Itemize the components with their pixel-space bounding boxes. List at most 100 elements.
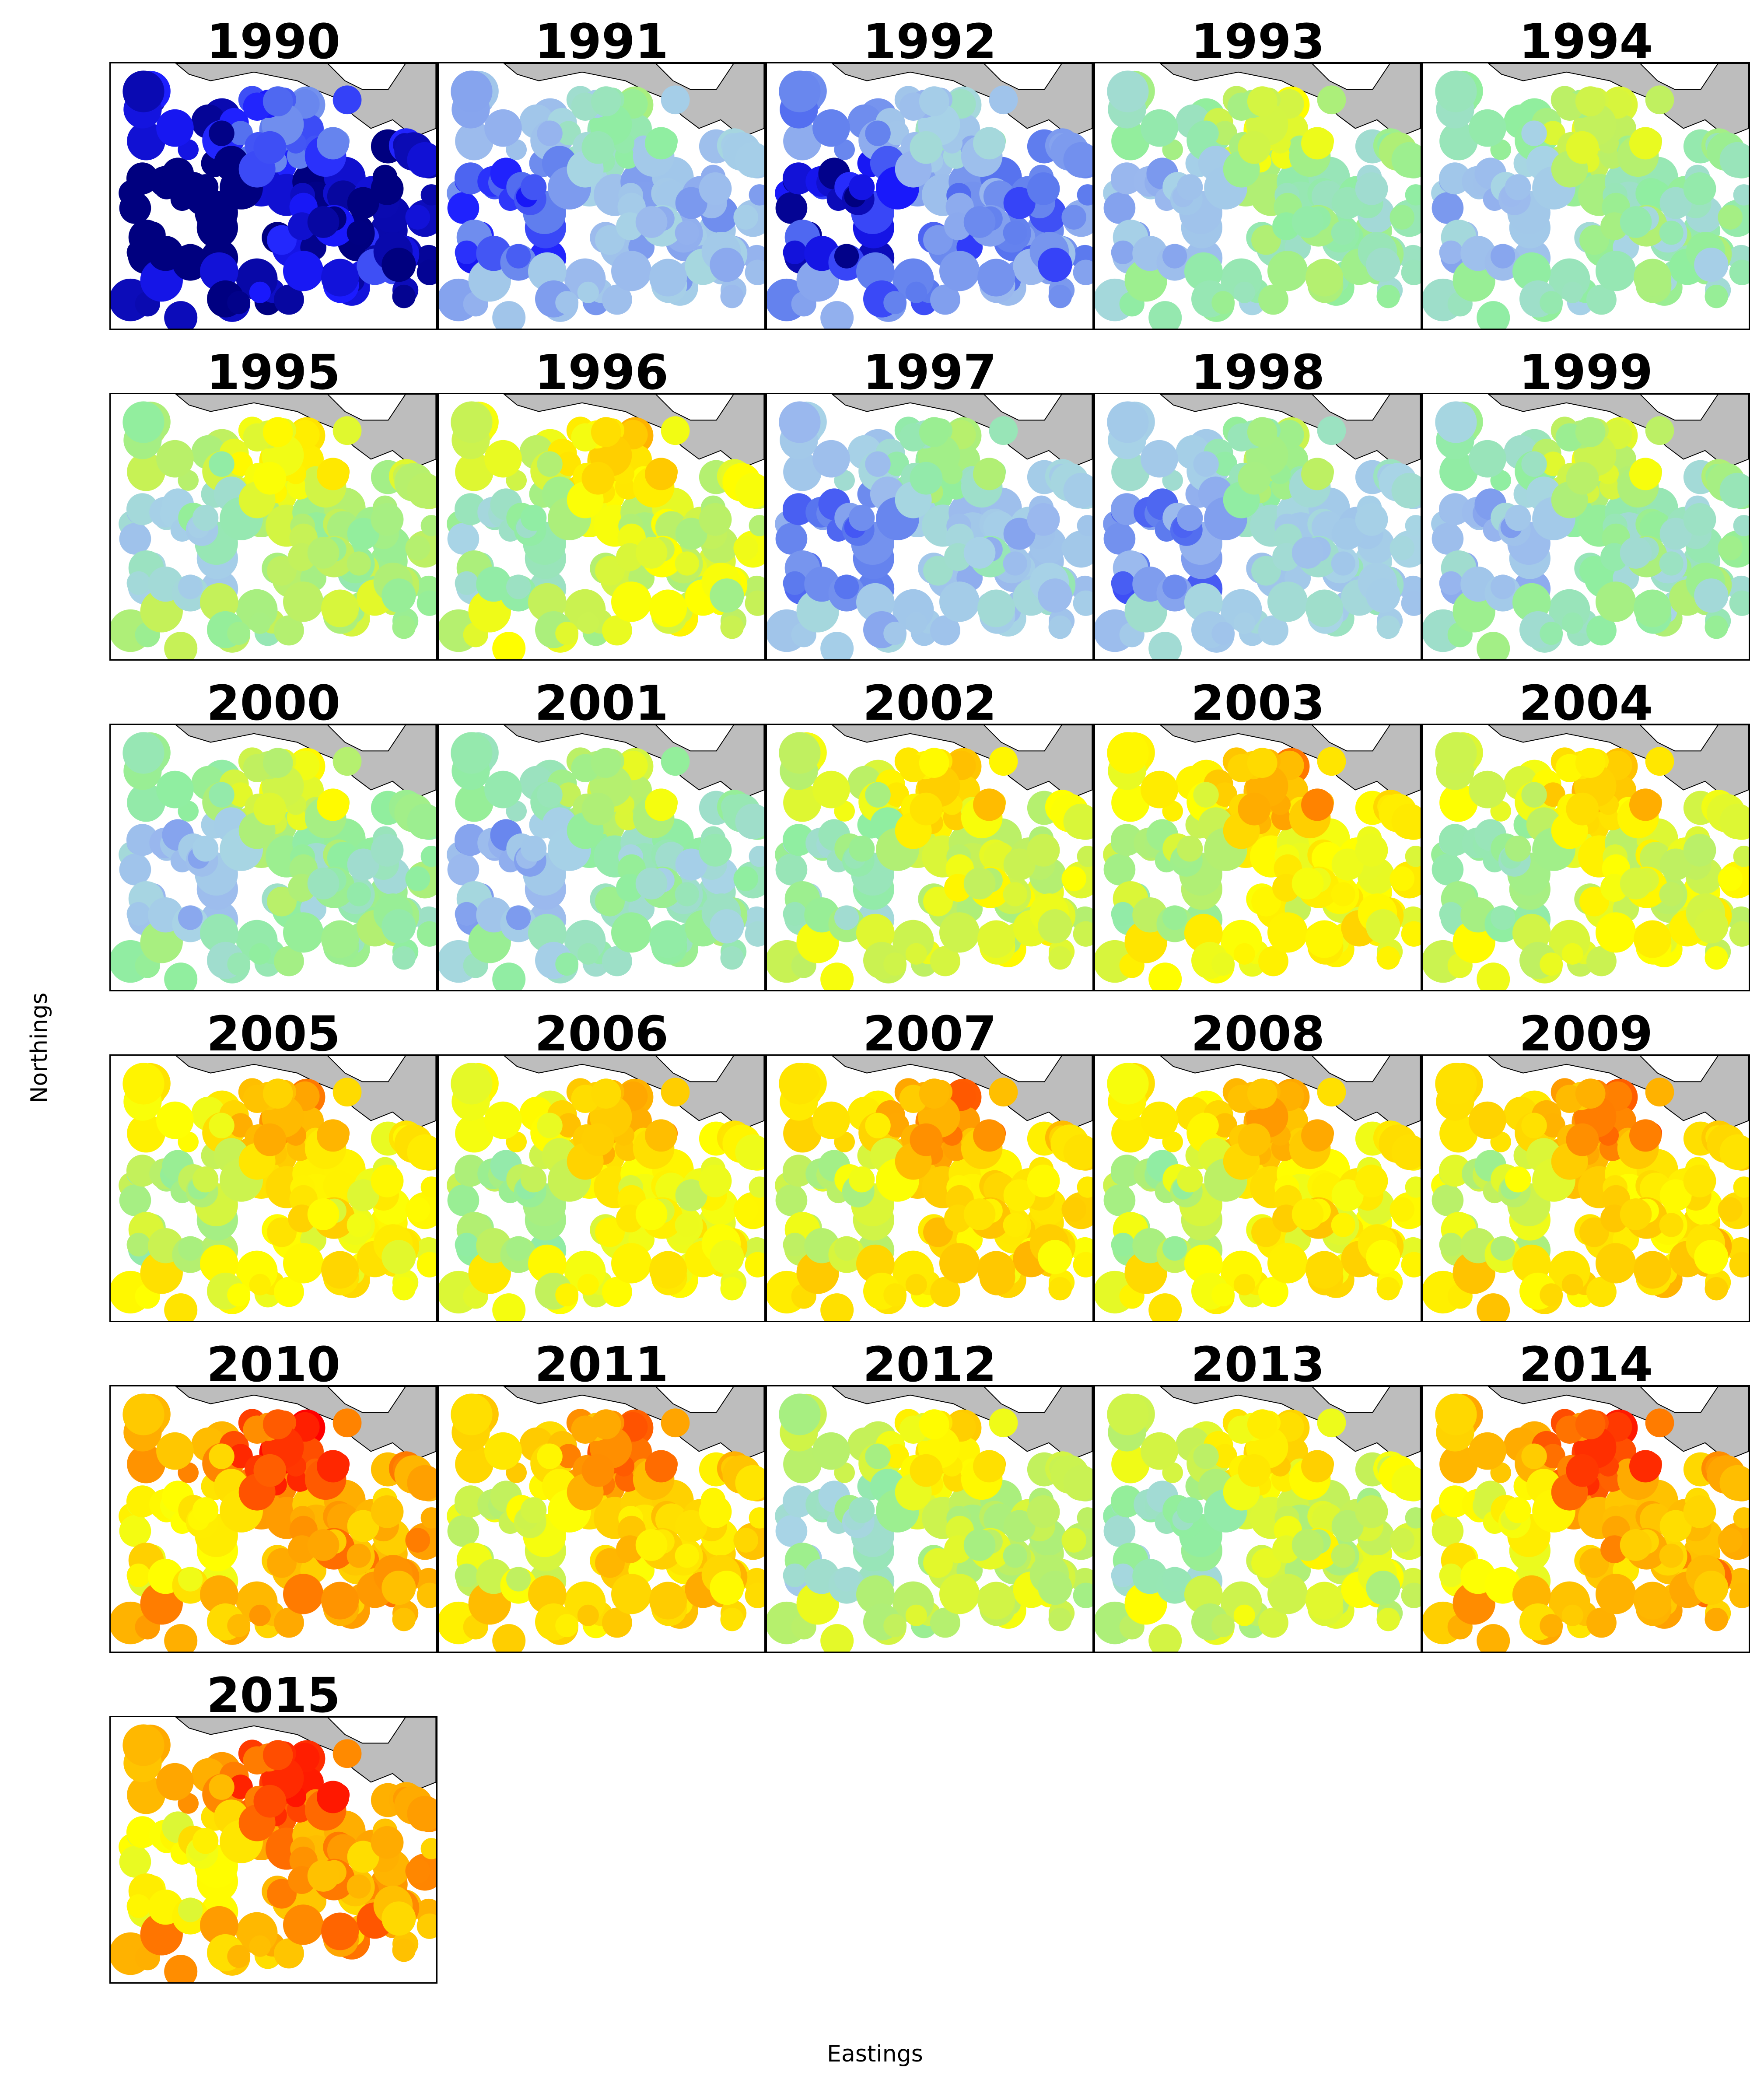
value-blob — [1432, 192, 1464, 224]
value-blob — [1729, 921, 1749, 947]
value-blob — [416, 259, 436, 285]
value-blob — [1659, 220, 1684, 245]
value-blob — [1439, 1232, 1463, 1256]
value-blob — [127, 783, 165, 822]
value-blob — [1162, 574, 1187, 599]
value-blob — [307, 537, 340, 569]
value-blob — [506, 574, 531, 599]
map-canvas — [1423, 1056, 1749, 1321]
value-blob — [1391, 1134, 1421, 1170]
value-blob — [451, 1063, 493, 1105]
value-blob — [1355, 833, 1388, 867]
value-blob — [1111, 783, 1150, 822]
value-blob — [779, 401, 821, 443]
value-blob — [834, 1567, 859, 1592]
value-blob — [447, 192, 480, 224]
panel-title-2011: 2011 — [534, 1337, 669, 1393]
value-blob — [227, 1283, 251, 1307]
map-panel-1994 — [1422, 62, 1750, 330]
value-blob — [1719, 803, 1749, 840]
value-blob — [156, 440, 194, 478]
value-blob — [1148, 301, 1182, 329]
value-blob — [733, 1528, 759, 1553]
value-blob — [1505, 174, 1531, 200]
value-blob — [1103, 192, 1136, 224]
value-blob — [382, 1901, 416, 1936]
value-blob — [1490, 244, 1516, 269]
value-blob — [1063, 142, 1092, 178]
value-blob — [1306, 1251, 1344, 1289]
value-blob — [262, 417, 293, 448]
value-blob — [649, 1582, 687, 1620]
value-blob — [1376, 946, 1400, 970]
sea-bay-shape — [983, 1386, 1063, 1413]
value-blob — [1077, 1507, 1092, 1529]
value-blob — [1073, 259, 1092, 285]
value-blob — [122, 1724, 164, 1766]
value-blob — [1659, 551, 1684, 576]
value-blob — [273, 1938, 304, 1969]
value-blob — [455, 1563, 479, 1587]
value-blob — [317, 127, 350, 160]
map-panel-1992 — [766, 62, 1094, 330]
sea-bay-shape — [327, 1717, 406, 1744]
value-blob — [1629, 127, 1662, 160]
value-blob — [164, 632, 198, 659]
value-blob — [382, 909, 416, 944]
value-blob — [1251, 1217, 1281, 1247]
value-blob — [865, 451, 891, 477]
value-blob — [1401, 590, 1421, 616]
map-panel-1999 — [1422, 393, 1750, 661]
value-blob — [939, 1574, 980, 1614]
value-blob — [119, 854, 151, 886]
value-blob — [883, 622, 907, 645]
value-blob — [1073, 1582, 1092, 1608]
value-blob — [779, 70, 821, 112]
value-blob — [1595, 251, 1636, 291]
value-blob — [699, 503, 732, 536]
value-blob — [1211, 952, 1235, 976]
value-blob — [1355, 1164, 1388, 1197]
map-canvas — [1095, 725, 1421, 990]
value-blob — [1355, 1495, 1388, 1528]
map-canvas — [439, 1386, 764, 1652]
value-blob — [1683, 833, 1716, 867]
value-blob — [371, 1164, 404, 1197]
value-blob — [1401, 1252, 1421, 1278]
value-blob — [1435, 732, 1477, 774]
map-panel-2015 — [109, 1716, 438, 1984]
value-blob — [989, 1078, 1018, 1107]
value-blob — [775, 854, 808, 886]
value-blob — [127, 452, 165, 491]
value-blob — [977, 259, 1015, 297]
value-blob — [973, 788, 1006, 821]
value-blob — [1301, 1450, 1334, 1483]
value-blob — [1233, 1604, 1255, 1626]
value-blob — [537, 1113, 563, 1138]
value-blob — [591, 1078, 621, 1109]
value-blob — [520, 836, 547, 862]
value-blob — [164, 301, 198, 329]
value-blob — [178, 905, 203, 930]
value-blob — [581, 1454, 615, 1487]
value-blob — [783, 1563, 807, 1587]
value-blob — [1267, 912, 1308, 953]
value-blob — [178, 1897, 203, 1922]
value-blob — [710, 909, 744, 944]
map-panel-1995 — [109, 393, 438, 661]
value-blob — [1729, 1252, 1749, 1278]
value-blob — [602, 946, 632, 976]
value-blob — [1540, 1283, 1563, 1307]
value-blob — [192, 505, 219, 531]
value-blob — [611, 912, 652, 953]
value-blob — [262, 1078, 293, 1109]
value-blob — [812, 1101, 850, 1139]
value-blob — [119, 192, 151, 224]
value-blob — [1061, 1197, 1087, 1222]
value-blob — [1477, 1624, 1510, 1652]
value-blob — [1719, 1134, 1749, 1170]
value-blob — [253, 792, 287, 826]
map-canvas — [439, 394, 764, 659]
value-blob — [1103, 523, 1136, 555]
value-blob — [1238, 1454, 1271, 1487]
